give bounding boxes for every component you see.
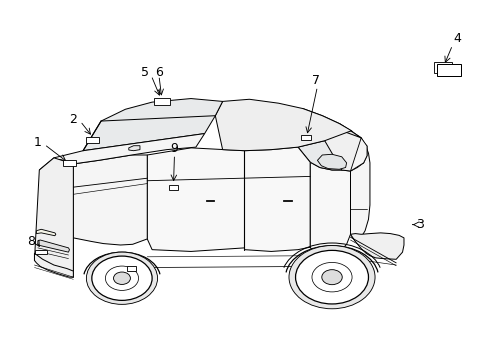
Polygon shape xyxy=(34,253,73,277)
Polygon shape xyxy=(38,240,69,252)
Bar xyxy=(153,98,170,105)
Polygon shape xyxy=(205,200,214,202)
Bar xyxy=(86,137,99,143)
Polygon shape xyxy=(147,148,244,251)
Polygon shape xyxy=(350,138,366,171)
Circle shape xyxy=(295,250,368,304)
Text: 5: 5 xyxy=(141,66,149,79)
Circle shape xyxy=(86,252,157,304)
Bar xyxy=(436,64,460,76)
Polygon shape xyxy=(350,138,369,242)
Polygon shape xyxy=(309,162,350,258)
Text: 1: 1 xyxy=(34,136,41,149)
Text: 10: 10 xyxy=(105,275,121,288)
Polygon shape xyxy=(350,233,403,259)
Circle shape xyxy=(321,270,342,285)
Polygon shape xyxy=(314,123,361,138)
Polygon shape xyxy=(215,99,351,151)
Polygon shape xyxy=(297,109,339,147)
Circle shape xyxy=(113,272,130,284)
Text: 4: 4 xyxy=(452,32,461,45)
Polygon shape xyxy=(34,158,73,277)
Polygon shape xyxy=(39,134,204,170)
Polygon shape xyxy=(36,229,56,236)
Polygon shape xyxy=(317,154,346,169)
Polygon shape xyxy=(244,147,309,251)
Polygon shape xyxy=(324,123,363,171)
Polygon shape xyxy=(128,146,140,151)
Polygon shape xyxy=(73,155,147,277)
Circle shape xyxy=(92,256,152,300)
Bar xyxy=(127,266,136,271)
Text: 9: 9 xyxy=(170,142,178,155)
Text: 8: 8 xyxy=(27,235,36,248)
Bar xyxy=(62,159,76,166)
Polygon shape xyxy=(83,99,222,151)
Bar xyxy=(433,63,451,73)
Bar xyxy=(169,185,178,190)
Polygon shape xyxy=(297,131,366,170)
Text: 6: 6 xyxy=(155,66,163,79)
Bar xyxy=(35,250,47,255)
Bar xyxy=(300,135,310,140)
Text: 7: 7 xyxy=(312,74,320,87)
Circle shape xyxy=(288,246,374,309)
Polygon shape xyxy=(283,200,291,202)
Text: 3: 3 xyxy=(416,218,424,231)
Text: 2: 2 xyxy=(69,113,77,126)
